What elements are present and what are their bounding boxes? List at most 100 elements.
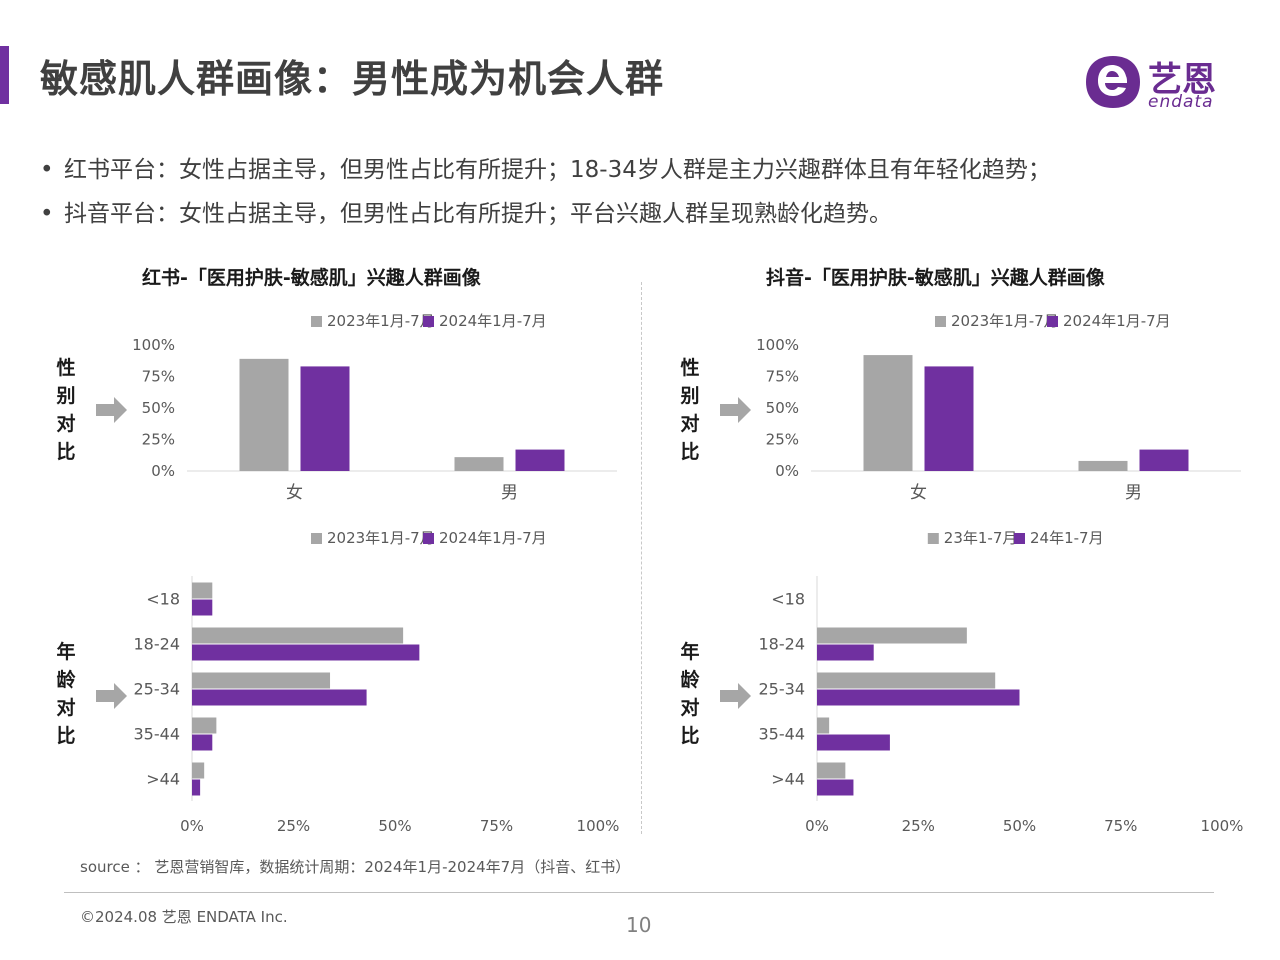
left-chart-title: 红书-「医用护肤-敏感肌」兴趣人群画像 (142, 267, 481, 289)
xhs-gender-bar (239, 358, 289, 471)
dy-gender-bar (924, 366, 974, 471)
dy-gender-legend-swatch (935, 316, 946, 327)
dy-gender-x-tick-label: 女 (910, 483, 927, 503)
xhs-gender-bar (454, 457, 504, 471)
bullet-text: 红书平台：女性占据主导，但男性占比有所提升；18-34岁人群是主力兴趣群体且有年… (64, 157, 1051, 183)
page-title: 敏感肌人群画像：男性成为机会人群 (40, 57, 665, 101)
dy-age-y-tick-label: >44 (771, 770, 805, 789)
xhs-age-bar (192, 717, 217, 734)
dy-age-bar (817, 717, 830, 734)
dy-gender-y-tick-label: 50% (766, 399, 799, 417)
xhs-gender-legend-swatch (311, 316, 322, 327)
xhs-age-bar (192, 734, 213, 751)
xhs-age-x-tick-label: 25% (277, 817, 310, 835)
endata-logo-icon (1086, 56, 1140, 108)
age-side-label-right: 年龄对比 (680, 641, 700, 747)
logo-text-cn: 艺恩 (1148, 60, 1216, 100)
dy-age-x-tick-label: 50% (1003, 817, 1036, 835)
footer-divider (64, 892, 1214, 893)
xhs-age-y-tick-label: >44 (146, 770, 180, 789)
xhs-age-bar (192, 582, 213, 599)
xhs-age-bar (192, 762, 205, 779)
dy-gender-y-tick-label: 100% (756, 336, 799, 354)
endata-logo: 艺恩 endata (1082, 52, 1242, 112)
dy-age-bar (817, 689, 1020, 706)
gender-side-label-left: 性别对比 (56, 357, 76, 463)
age-side-label-left: 年龄对比 (56, 641, 76, 747)
dy-age-y-tick-label: <18 (771, 590, 805, 609)
dy-age-x-tick-label: 25% (902, 817, 935, 835)
xhs-age-y-tick-label: 18-24 (134, 635, 181, 654)
xhs-age-bar (192, 627, 404, 644)
arrow-right-icon (720, 683, 751, 709)
xhs-age-y-tick-label: <18 (146, 590, 180, 609)
page-number: 10 (626, 913, 652, 937)
right-chart-title: 抖音-「医用护肤-敏感肌」兴趣人群画像 (766, 267, 1105, 289)
dy-gender-x-tick-label: 男 (1125, 483, 1142, 503)
dy-age-bar (817, 762, 846, 779)
arrow-right-icon (96, 683, 127, 709)
arrow-right-icon (720, 397, 751, 423)
xhs-age-bar (192, 779, 201, 796)
xhs-age-bar (192, 599, 213, 616)
dy-age-y-tick-label: 35-44 (759, 725, 806, 744)
xhs-gender-legend-label: 2023年1月-7月 (327, 312, 435, 330)
xhs-age-x-tick-label: 100% (577, 817, 620, 835)
dy-age-x-tick-label: 0% (805, 817, 829, 835)
xhs-gender-x-tick-label: 女 (286, 483, 303, 503)
dy-gender-bar (863, 355, 913, 471)
xhs-age-legend-swatch (423, 533, 434, 544)
xhs-age-legend-label: 2024年1月-7月 (439, 529, 547, 547)
xhs-age-bar (192, 689, 367, 706)
xhs-gender-y-tick-label: 50% (142, 399, 175, 417)
dy-age-bar (817, 644, 874, 661)
source-note: source ： 艺恩营销智库，数据统计周期：2024年1月-2024年7月（抖… (80, 858, 631, 876)
dy-age-y-tick-label: 18-24 (759, 635, 806, 654)
logo-text-en: endata (1148, 92, 1214, 112)
xhs-gender-y-tick-label: 0% (151, 462, 175, 480)
panel-divider (641, 282, 642, 834)
dy-gender-bar (1139, 449, 1189, 471)
xhs-age-bar (192, 672, 331, 689)
dy-gender-y-tick-label: 25% (766, 431, 799, 449)
xhs-gender-legend-label: 2024年1月-7月 (439, 312, 547, 330)
xhs-gender-bar (300, 366, 350, 471)
xhs-age-x-tick-label: 0% (180, 817, 204, 835)
bullet-item: • 红书平台：女性占据主导，但男性占比有所提升；18-34岁人群是主力兴趣群体且有… (40, 157, 1051, 183)
title-accent-bar (0, 46, 9, 104)
dy-age-legend-label: 24年1-7月 (1030, 529, 1104, 547)
xhs-gender-y-tick-label: 75% (142, 368, 175, 386)
xhs-age-x-tick-label: 75% (480, 817, 513, 835)
summary-bullets: • 红书平台：女性占据主导，但男性占比有所提升；18-34岁人群是主力兴趣群体且有… (40, 150, 1051, 238)
gender-side-label-right: 性别对比 (680, 357, 700, 463)
xhs-age-bar (192, 644, 420, 661)
dy-age-y-tick-label: 25-34 (759, 680, 806, 699)
xhs-gender-legend-swatch (423, 316, 434, 327)
bullet-text: 抖音平台：女性占据主导，但男性占比有所提升；平台兴趣人群呈现熟龄化趋势。 (64, 201, 892, 227)
xhs-age-x-tick-label: 50% (378, 817, 411, 835)
dy-age-legend-label: 23年1-7月 (944, 529, 1018, 547)
dy-age-x-tick-label: 75% (1104, 817, 1137, 835)
dy-age-bar (817, 672, 996, 689)
xhs-gender-bar (515, 449, 565, 471)
dy-age-legend-swatch (1014, 533, 1025, 544)
arrow-right-icon (96, 397, 127, 423)
copyright: ©2024.08 艺恩 ENDATA Inc. (80, 908, 288, 926)
dy-gender-legend-swatch (1047, 316, 1058, 327)
bullet-item: • 抖音平台：女性占据主导，但男性占比有所提升；平台兴趣人群呈现熟龄化趋势。 (40, 201, 892, 227)
xhs-age-y-tick-label: 35-44 (134, 725, 181, 744)
xhs-gender-x-tick-label: 男 (501, 483, 518, 503)
dy-age-legend-swatch (927, 533, 939, 544)
dy-age-bar (817, 734, 890, 751)
dy-age-bar (817, 779, 854, 796)
dy-age-x-tick-label: 100% (1201, 817, 1244, 835)
dy-gender-y-tick-label: 75% (766, 368, 799, 386)
dy-gender-legend-label: 2024年1月-7月 (1063, 312, 1171, 330)
dy-gender-y-tick-label: 0% (775, 462, 799, 480)
dy-age-bar (817, 627, 967, 644)
dy-gender-legend-label: 2023年1月-7月 (951, 312, 1059, 330)
xhs-age-y-tick-label: 25-34 (134, 680, 181, 699)
dy-gender-bar (1078, 460, 1128, 471)
xhs-age-legend-swatch (311, 533, 322, 544)
